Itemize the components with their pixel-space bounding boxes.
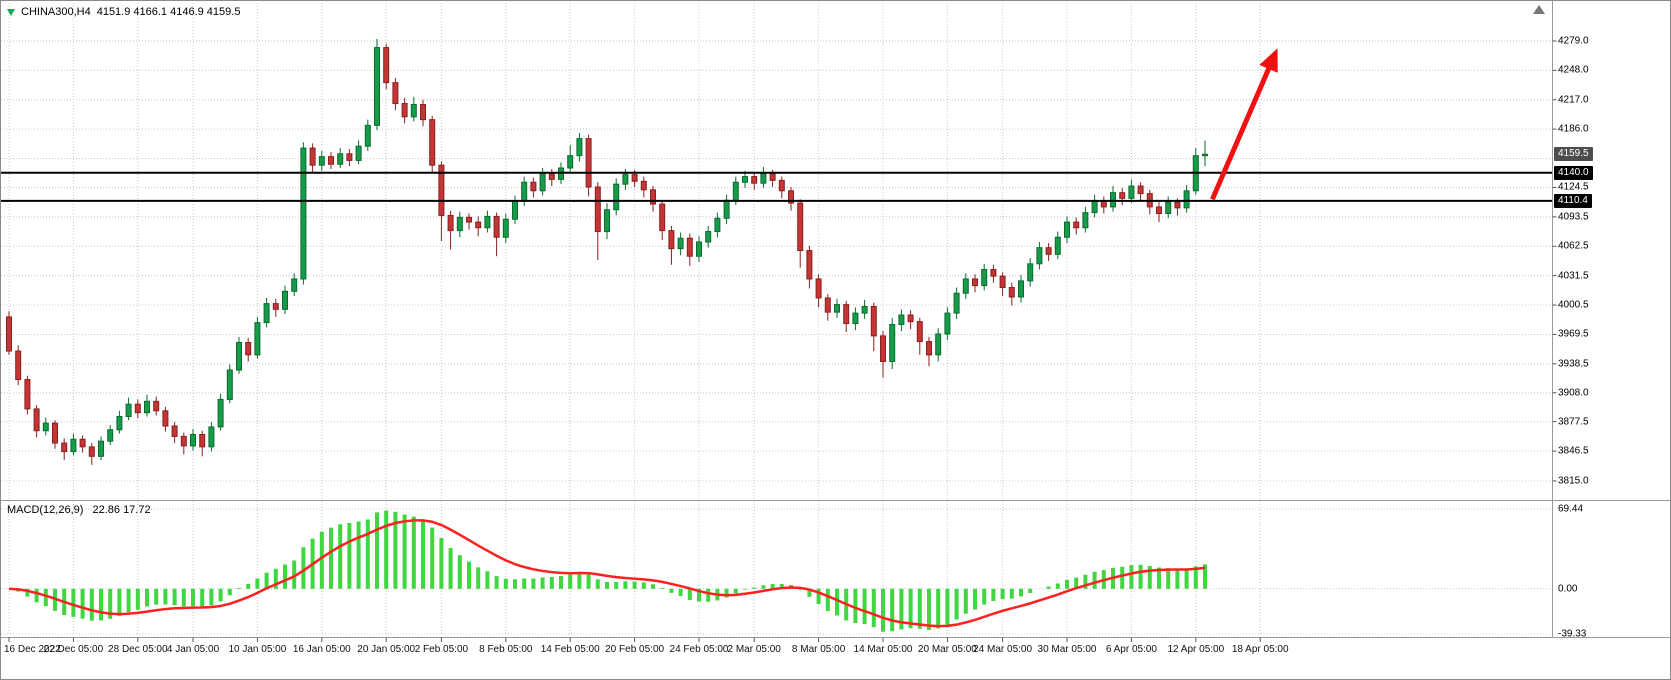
price-axis-label: 3969.5 [1558, 328, 1589, 340]
price-badge-hline: 4110.4 [1554, 193, 1592, 208]
time-axis-label: 22 Dec 05:00 [43, 644, 104, 655]
ohlc-values-label: 4151.9 4166.1 4146.9 4159.5 [96, 6, 241, 18]
time-axis-label: 4 Jan 05:00 [166, 644, 220, 655]
price-axis-label: 4186.0 [1558, 123, 1589, 135]
time-axis-label: 6 Apr 05:00 [1105, 644, 1157, 655]
time-axis-label: 18 Apr 05:00 [1231, 644, 1289, 655]
time-axis-label: 2 Mar 05:00 [727, 644, 781, 655]
macd-indicator-label: MACD(12,26,9) 22.86 17.72 [7, 504, 157, 516]
time-axis-label: 2 Feb 05:00 [414, 644, 469, 655]
time-axis-label: 10 Jan 05:00 [228, 644, 287, 655]
price-badge-hline: 4140.0 [1554, 165, 1593, 180]
time-axis-label: 16 Dec 2022 [4, 644, 61, 655]
time-axis-label: 30 Mar 05:00 [1037, 644, 1097, 655]
time-axis-label: 8 Feb 05:00 [479, 644, 533, 655]
macd-name-label: MACD(12,26,9) [7, 504, 84, 516]
symbol-timeframe-label: CHINA300,H4 [21, 6, 91, 18]
price-badge-current: 4159.5 [1554, 147, 1593, 162]
price-axis-label: 4279.0 [1558, 35, 1589, 47]
price-axis-label: 4248.0 [1558, 64, 1589, 76]
macd-axis-label: 69.44 [1558, 503, 1584, 515]
price-axis-label: 4000.5 [1558, 299, 1589, 311]
time-axis-label: 14 Mar 05:00 [853, 644, 913, 655]
time-axis-label: 14 Feb 05:00 [540, 644, 600, 655]
time-axis-label: 16 Jan 05:00 [292, 644, 351, 655]
macd-signal-line [8, 519, 1206, 628]
symbol-dropdown-icon [7, 8, 15, 16]
chart-shift-marker[interactable] [1533, 5, 1545, 14]
price-axis-label: 3908.0 [1558, 387, 1589, 399]
time-axis-label: 28 Dec 05:00 [108, 644, 168, 655]
macd-axis-label: -39.33 [1558, 628, 1587, 640]
macd-values-label: 22.86 17.72 [92, 504, 151, 516]
axis-ticks [8, 40, 1557, 642]
price-axis-label: 4093.5 [1558, 211, 1589, 223]
time-axis[interactable]: 16 Dec 2022 22 Dec 05:00 28 Dec 05:00 4 Jan… [1, 638, 1670, 663]
price-axis[interactable]: 4279.0 4248.0 4217.0 4186.0 4124.5 4093.5 4062… [1553, 1, 1670, 640]
price-axis-label: 3938.5 [1558, 358, 1589, 370]
time-axis-label: 12 Apr 05:00 [1167, 644, 1225, 655]
price-axis-label: 4124.5 [1558, 181, 1589, 193]
price-axis-label: 3815.0 [1558, 475, 1589, 487]
price-axis-label: 3846.5 [1558, 445, 1589, 457]
time-axis-label: 24 Mar 05:00 [973, 644, 1033, 655]
time-axis-label: 8 Mar 05:00 [791, 644, 846, 655]
price-axis-label: 3877.5 [1558, 416, 1589, 428]
time-axis-label: 20 Jan 05:00 [357, 644, 416, 655]
macd-histogram [16, 510, 1207, 632]
panel-separators[interactable] [1, 1, 1671, 638]
time-axis-label: 20 Feb 05:00 [605, 644, 665, 655]
candles [6, 39, 1208, 465]
time-axis-label: 24 Feb 05:00 [669, 644, 729, 655]
price-axis-label: 4217.0 [1558, 94, 1589, 106]
trend-arrow-annotation[interactable] [1210, 48, 1278, 201]
grid-lines [1, 3, 1552, 635]
time-axis-label: 20 Mar 05:00 [917, 644, 977, 655]
chart-title-overlay: CHINA300,H4 4151.9 4166.1 4146.9 4159.5 [7, 6, 240, 18]
macd-axis-label: 0.00 [1558, 583, 1578, 595]
price-axis-label: 4031.5 [1558, 270, 1589, 282]
price-axis-label: 4062.5 [1558, 240, 1589, 252]
